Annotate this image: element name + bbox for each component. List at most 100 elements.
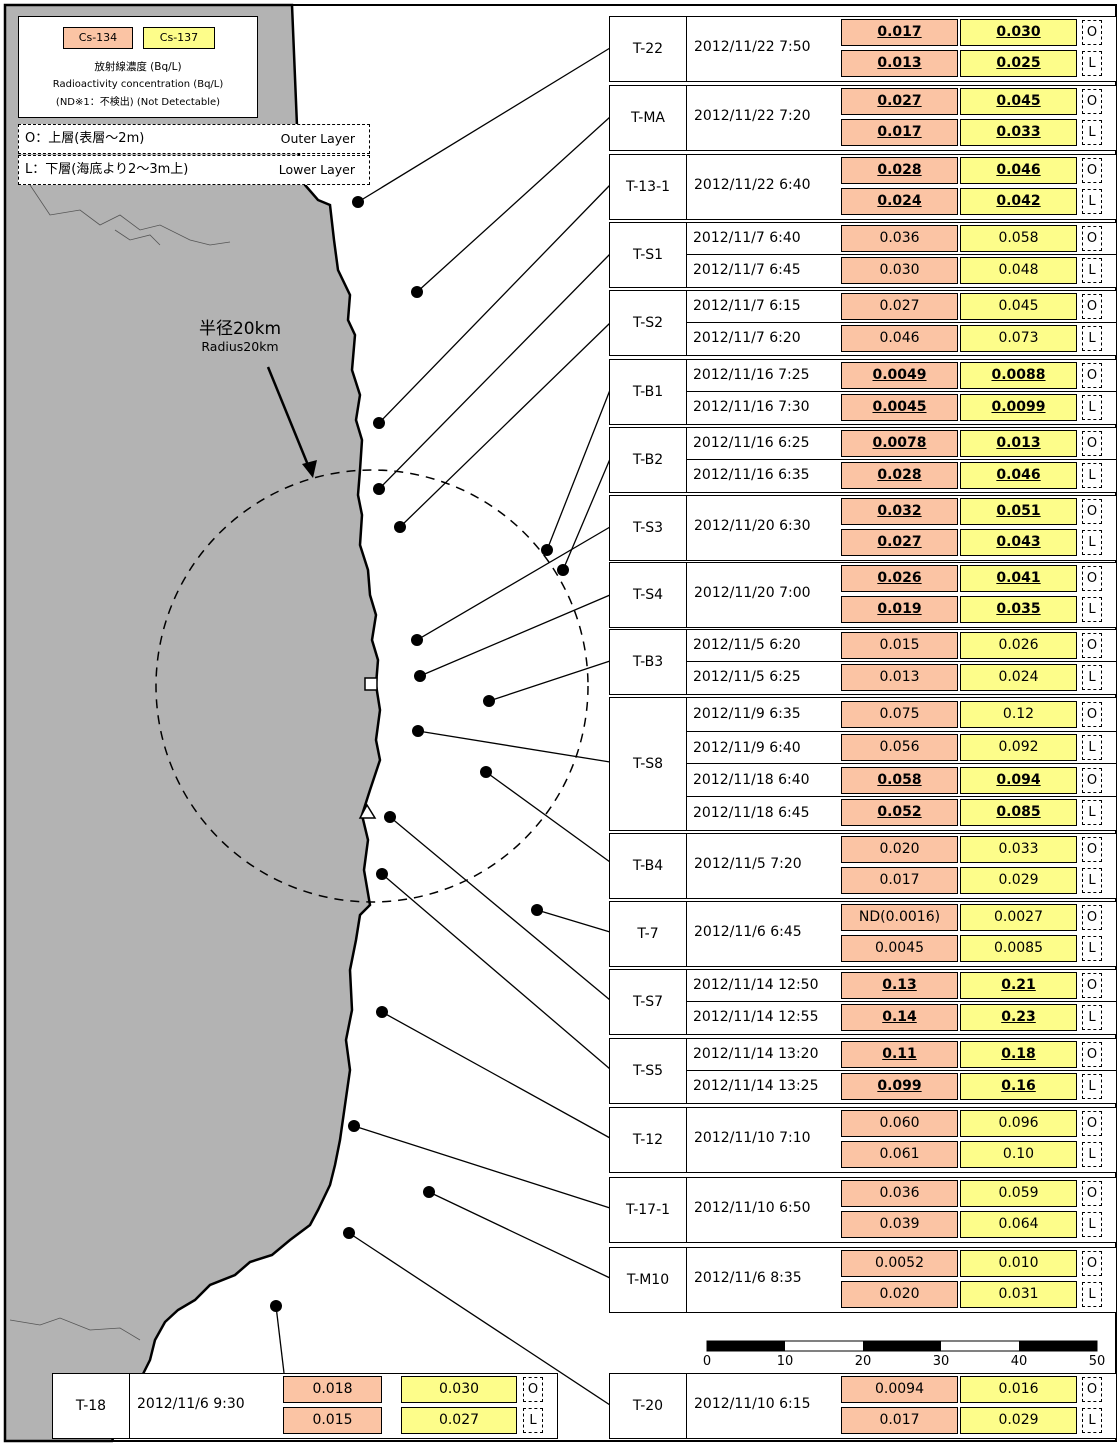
scale-tick-label: 40 — [1010, 1354, 1028, 1369]
station-t-s8: T-S8 2012/11/9 6:35 0.075 0.12 O 2012/11/9 6:… — [609, 697, 1117, 831]
station-date: 2012/11/20 7:00 — [694, 585, 811, 601]
measurement-row: 2012/11/7 6:15 0.027 0.045 O — [687, 291, 1116, 322]
layer-indicator: L — [1082, 665, 1102, 690]
point-t-b1 — [541, 544, 553, 556]
cs137-value: 0.048 — [960, 257, 1077, 284]
station-date: 2012/11/6 6:45 — [694, 924, 802, 940]
point-t-s7 — [384, 811, 396, 823]
station-name: T-MA — [610, 86, 687, 150]
row-date: 2012/11/16 6:35 — [693, 467, 810, 483]
point-t-ma — [411, 286, 423, 298]
radius-circle — [155, 469, 589, 903]
cs137-value: 0.016 — [960, 1376, 1077, 1403]
measurement-row: 0.017 0.029 L — [687, 865, 1116, 896]
cs137-value: 0.0099 — [960, 394, 1077, 421]
point-t-b2 — [557, 564, 569, 576]
measurement-row: 0.020 0.033 O — [687, 834, 1116, 865]
layer-indicator: O — [1082, 767, 1102, 793]
cs137-value: 0.031 — [960, 1281, 1077, 1308]
cs137-value: 0.033 — [960, 836, 1077, 863]
layer-indicator: O — [1082, 363, 1102, 388]
row-date: 2012/11/5 6:20 — [693, 637, 801, 653]
cs137-value: 0.0088 — [960, 362, 1077, 389]
row-date: 2012/11/14 13:20 — [693, 1046, 819, 1062]
measurement-row: 0.013 0.025 L — [687, 48, 1116, 79]
station-date: 2012/11/10 7:10 — [694, 1130, 811, 1146]
legend-cs134-swatch: Cs-134 — [63, 27, 133, 49]
measurement-row: 2012/11/7 6:20 0.046 0.073 L — [687, 322, 1116, 354]
station-name: T-B4 — [610, 834, 687, 898]
cs137-value: 0.010 — [960, 1250, 1077, 1277]
scale-tick-label: 30 — [932, 1354, 950, 1369]
layer-indicator: O — [1082, 1181, 1102, 1206]
row-date: 2012/11/16 6:25 — [693, 435, 810, 451]
station-name: T-B1 — [610, 360, 687, 424]
layer-indicator: L — [1082, 1408, 1102, 1433]
legend-line-1: 放射線濃度 (Bq/L) — [94, 61, 182, 73]
layer-indicator: O — [1082, 1377, 1102, 1402]
cs134-value: 0.0078 — [841, 430, 958, 457]
cs134-value: 0.061 — [841, 1141, 958, 1168]
station-t-s4: T-S4 2012/11/20 7:00 0.026 0.041 O 0.019 0.035… — [609, 562, 1117, 628]
legend: Cs-134 Cs-137 放射線濃度 (Bq/L) Radioactivity… — [18, 16, 258, 118]
point-t-18 — [270, 1300, 282, 1312]
station-t-b3: T-B3 2012/11/5 6:20 0.015 0.026 O 2012/11/5 6… — [609, 629, 1117, 695]
layer-indicator: L — [1082, 800, 1102, 826]
layer-indicator: L — [1082, 326, 1102, 351]
cs134-value: 0.0049 — [841, 362, 958, 389]
layer-indicator: L — [1082, 1282, 1102, 1307]
point-t-s2 — [394, 521, 406, 533]
station-t-18: T-18 2012/11/6 9:30 0.018 0.030 O 0.015 0.027 L — [52, 1373, 558, 1439]
cs137-value: 0.059 — [960, 1180, 1077, 1207]
cs134-value: 0.017 — [841, 19, 958, 46]
station-t-s2: T-S2 2012/11/7 6:15 0.027 0.045 O 2012/11/7 6… — [609, 290, 1117, 356]
scale-tick-label: 50 — [1088, 1354, 1106, 1369]
cs134-value: 0.015 — [283, 1407, 382, 1434]
cs137-value: 0.030 — [401, 1376, 517, 1403]
station-name: T-7 — [610, 902, 687, 966]
measurement-row: 0.036 0.059 O — [687, 1178, 1116, 1209]
cs137-value: 0.092 — [960, 734, 1077, 762]
measurement-row: 2012/11/16 7:30 0.0045 0.0099 L — [687, 391, 1116, 423]
cs134-value: 0.099 — [841, 1073, 958, 1100]
cs137-value: 0.042 — [960, 188, 1077, 215]
legend-line-3: (ND※1：不検出) (Not Detectable) — [55, 97, 221, 108]
station-date: 2012/11/6 9:30 — [137, 1396, 245, 1412]
plant-marker-square — [364, 677, 378, 691]
measurement-row: 2012/11/18 6:45 0.052 0.085 L — [687, 795, 1116, 830]
outer-layer-key-en: Outer Layer — [280, 131, 355, 146]
layer-indicator: L — [1082, 120, 1102, 145]
cs137-value: 0.10 — [960, 1141, 1077, 1168]
layer-indicator: L — [523, 1408, 543, 1433]
measurement-row: 0.060 0.096 O — [687, 1108, 1116, 1139]
layer-indicator: L — [1082, 530, 1102, 555]
cs137-value: 0.029 — [960, 867, 1077, 894]
station-t-s3: T-S3 2012/11/20 6:30 0.032 0.051 O 0.027 0.043… — [609, 495, 1117, 561]
scale-tick-label: 20 — [854, 1354, 872, 1369]
point-t-m10 — [423, 1186, 435, 1198]
station-name: T-M10 — [610, 1248, 687, 1312]
measurement-row: 0.017 0.029 L — [687, 1405, 1116, 1436]
outer-layer-key: O：上層(表層～2m) Outer Layer — [18, 124, 370, 154]
cs137-value: 0.026 — [960, 632, 1077, 659]
cs134-value: 0.019 — [841, 596, 958, 623]
point-t-s8 — [412, 725, 424, 737]
cs134-value: 0.030 — [841, 257, 958, 284]
layer-indicator: O — [1082, 20, 1102, 45]
cs137-value: 0.013 — [960, 430, 1077, 457]
cs137-value: 0.064 — [960, 1211, 1077, 1238]
cs137-value: 0.23 — [960, 1004, 1077, 1031]
row-date: 2012/11/7 6:20 — [693, 330, 801, 346]
measurement-row: 0.028 0.046 O — [687, 155, 1116, 186]
point-t-s1 — [373, 483, 385, 495]
station-date: 2012/11/22 6:40 — [694, 177, 811, 193]
point-t-b3 — [483, 695, 495, 707]
cs134-value: 0.028 — [841, 157, 958, 184]
cs137-value: 0.046 — [960, 157, 1077, 184]
row-date: 2012/11/14 13:25 — [693, 1078, 819, 1094]
point-t-20 — [343, 1227, 355, 1239]
station-name: T-12 — [610, 1108, 687, 1172]
station-t-s5: T-S5 2012/11/14 13:20 0.11 0.18 O 2012/11/14 … — [609, 1038, 1117, 1104]
row-date: 2012/11/7 6:40 — [693, 230, 801, 246]
cs137-value: 0.027 — [401, 1407, 517, 1434]
